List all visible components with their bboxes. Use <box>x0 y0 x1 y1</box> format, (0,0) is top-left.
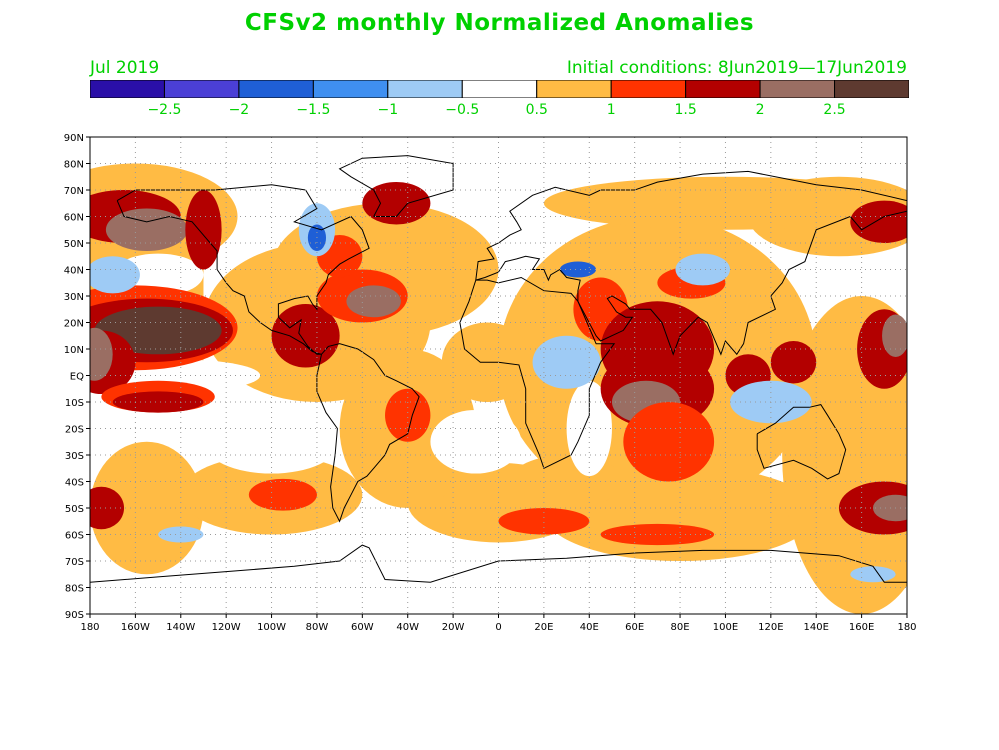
anomaly-region <box>600 523 715 546</box>
anomaly-region <box>882 314 907 357</box>
anomaly-region <box>385 388 431 442</box>
anomaly-region <box>532 335 601 389</box>
colorbar-swatch <box>834 80 909 98</box>
anomaly-region <box>559 261 597 278</box>
lat-label: 30S <box>65 451 84 462</box>
lat-label: 20S <box>65 425 84 436</box>
lon-label: 180 <box>897 622 916 633</box>
coastline <box>338 155 454 217</box>
coastline <box>459 276 616 469</box>
lon-label: 80W <box>306 622 329 633</box>
lon-label: 140W <box>166 622 195 633</box>
coastline <box>756 404 847 480</box>
anomaly-region <box>509 455 624 508</box>
colorbar-label: 0.5 <box>526 102 548 118</box>
anomaly-region <box>850 566 896 583</box>
lon-label: 40W <box>396 622 419 633</box>
lat-label: 40S <box>65 478 84 489</box>
anomaly-region <box>498 508 590 535</box>
anomaly-region <box>105 208 188 251</box>
neutral-region <box>203 409 340 474</box>
lon-label: 20W <box>442 622 465 633</box>
lon-label: 0 <box>495 622 501 633</box>
neutral-region <box>566 380 612 477</box>
lon-label: 80E <box>671 622 690 633</box>
colorbar <box>90 80 909 98</box>
anomaly-region <box>248 478 317 511</box>
lon-label: 100W <box>257 622 286 633</box>
lat-label: EQ <box>70 372 84 383</box>
lat-label: 10S <box>65 398 84 409</box>
anomaly-region <box>850 200 907 243</box>
lat-label: 10N <box>64 345 84 356</box>
coastline <box>316 343 420 523</box>
lon-label: 140E <box>804 622 829 633</box>
anomaly-region <box>770 341 817 384</box>
lat-label: 40N <box>64 266 84 277</box>
lon-label: 120W <box>212 622 241 633</box>
lon-label: 60W <box>351 622 374 633</box>
anomaly-region <box>623 402 715 482</box>
lat-label: 50N <box>64 239 84 250</box>
neutral-region <box>430 409 522 474</box>
colorbar-label: 1 <box>607 102 616 118</box>
lon-label: 160E <box>849 622 874 633</box>
lat-label: 60S <box>65 531 84 542</box>
coastline <box>116 184 370 355</box>
lon-label: 180 <box>80 622 99 633</box>
anomaly-region <box>90 327 113 381</box>
lat-label: 30N <box>64 292 84 303</box>
anomaly-region <box>346 285 401 318</box>
lat-label: 90S <box>65 610 84 621</box>
initial-conditions-label: Initial conditions: 8Jun2019—17Jun2019 <box>566 58 907 78</box>
lat-label: 80N <box>64 160 84 171</box>
lon-label: 60E <box>625 622 644 633</box>
lon-label: 40E <box>580 622 599 633</box>
lat-label: 80S <box>65 584 84 595</box>
lon-label: 20E <box>534 622 553 633</box>
lat-label: 90N <box>64 133 84 144</box>
anomaly-region <box>185 190 222 270</box>
anomaly-region <box>362 182 431 225</box>
lat-label: 60N <box>64 213 84 224</box>
anomaly-region <box>271 303 340 368</box>
lat-label: 70S <box>65 557 84 568</box>
colorbar-label: 2 <box>756 102 765 118</box>
coastline <box>475 170 907 356</box>
colorbar-labels: −2.5 −2 −1.5 −1 −0.5 0.5 1 1.5 2 2.5 <box>147 102 845 118</box>
lat-label: 50S <box>65 504 84 515</box>
lat-label: 70N <box>64 186 84 197</box>
lat-label: 20N <box>64 319 84 330</box>
anomaly-region <box>90 486 125 530</box>
colorbar-label: −2.5 <box>147 102 181 118</box>
colorbar-label: 1.5 <box>675 102 697 118</box>
anomaly-region <box>112 391 204 413</box>
colorbar-label: −2 <box>229 102 250 118</box>
colorbar-label: −1 <box>377 102 398 118</box>
coastline <box>90 544 907 583</box>
valid-month-label: Jul 2019 <box>90 58 160 78</box>
chart-title: CFSv2 monthly Normalized Anomalies <box>244 10 755 36</box>
colorbar-label: 2.5 <box>823 102 845 118</box>
anomaly-region <box>90 256 140 294</box>
colorbar-label: −0.5 <box>445 102 479 118</box>
lon-label: 160W <box>121 622 150 633</box>
anomaly-region <box>872 494 907 522</box>
colorbar-label: −1.5 <box>296 102 330 118</box>
anomaly-region <box>675 253 730 286</box>
lon-label: 100E <box>713 622 738 633</box>
lon-label: 120E <box>758 622 783 633</box>
